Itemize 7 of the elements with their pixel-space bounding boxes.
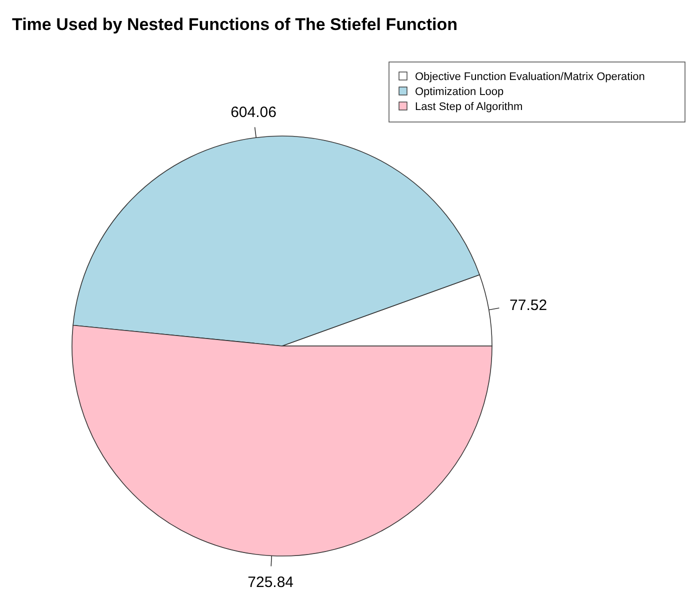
legend-label: Last Step of Algorithm bbox=[415, 101, 523, 113]
legend-label: Optimization Loop bbox=[415, 86, 504, 98]
data-label: 604.06 bbox=[230, 104, 276, 121]
legend-label: Objective Function Evaluation/Matrix Operation bbox=[415, 71, 645, 83]
data-label: 77.52 bbox=[510, 297, 548, 314]
chart-title: Time Used by Nested Functions of The Stiefel Function bbox=[12, 15, 458, 34]
data-label: 725.84 bbox=[248, 574, 294, 592]
